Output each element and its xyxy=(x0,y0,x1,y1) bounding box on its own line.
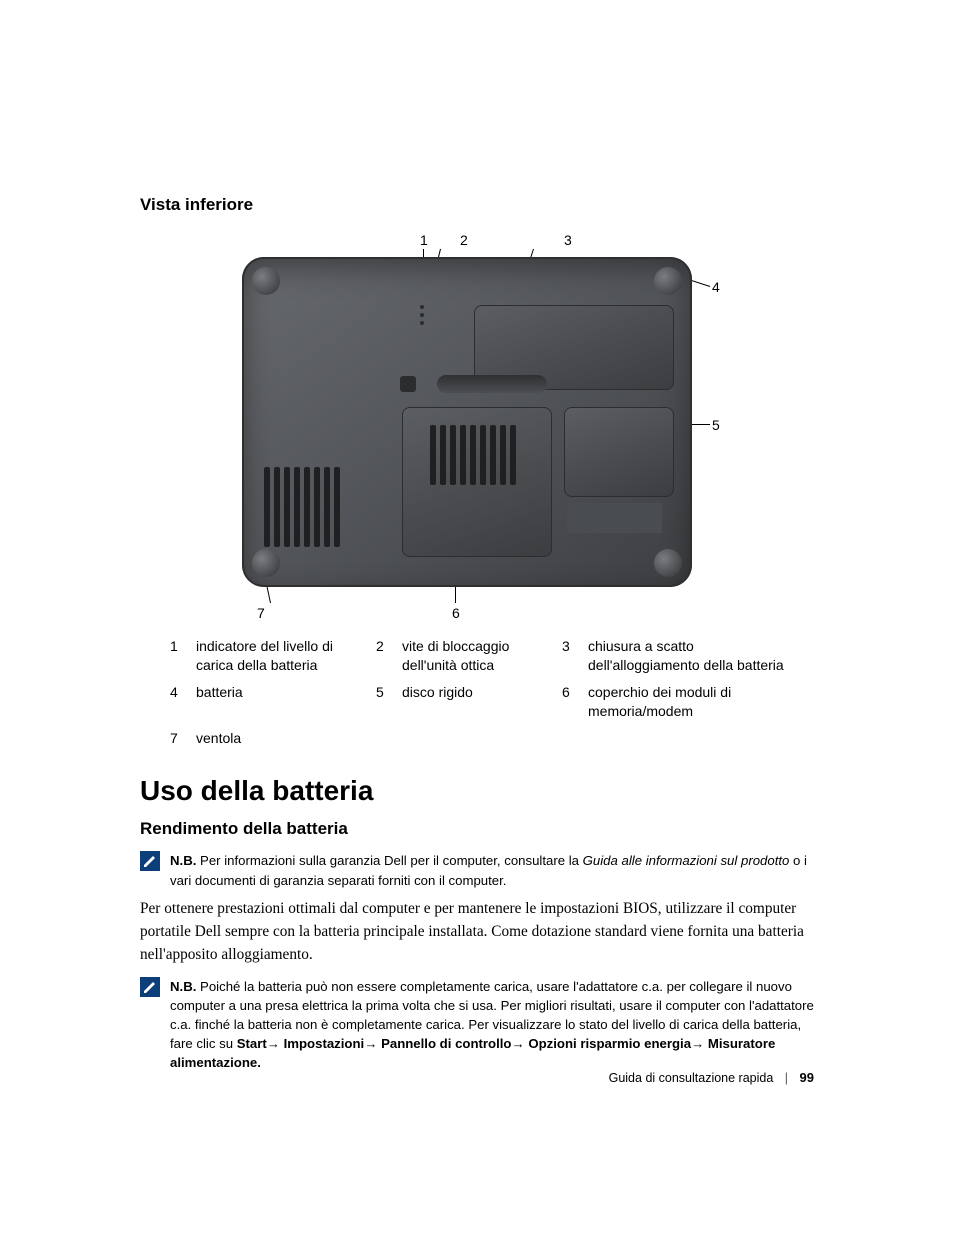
legend-text: batteria xyxy=(196,683,366,721)
legend-text: chiusura a scatto dell'alloggiamento del… xyxy=(588,637,808,675)
callout-6: 6 xyxy=(452,605,460,621)
callout-1: 1 xyxy=(420,232,428,248)
callout-4: 4 xyxy=(712,279,720,295)
legend-text: vite di bloccaggio dell'unità ottica xyxy=(402,637,552,675)
optical-lock-screw xyxy=(400,376,416,392)
legend-text: disco rigido xyxy=(402,683,552,721)
footer-label: Guida di consultazione rapida xyxy=(609,1071,774,1085)
callout-7: 7 xyxy=(257,605,265,621)
regulatory-label xyxy=(567,503,662,533)
page: Vista inferiore 1 2 3 4 5 6 7 xyxy=(0,0,954,1235)
legend-text: indicatore del livello di carica della b… xyxy=(196,637,366,675)
figure-legend: 1 indicatore del livello di carica della… xyxy=(170,637,814,747)
pencil-note-icon xyxy=(140,977,160,997)
note-text-2: N.B. Poiché la batteria può non essere c… xyxy=(170,977,814,1073)
legend-num: 2 xyxy=(376,637,392,675)
page-footer: Guida di consultazione rapida | 99 xyxy=(609,1070,814,1085)
subsection-title-rendimento: Rendimento della batteria xyxy=(140,819,814,839)
note-block-2: N.B. Poiché la batteria può non essere c… xyxy=(140,977,814,1073)
callout-5: 5 xyxy=(712,417,720,433)
note-text-1: N.B. Per informazioni sulla garanzia Del… xyxy=(170,851,814,889)
legend-num: 7 xyxy=(170,729,186,748)
legend-num: 4 xyxy=(170,683,186,721)
fan-vents xyxy=(264,467,340,547)
body-paragraph: Per ottenere prestazioni ottimali dal co… xyxy=(140,898,814,967)
laptop-bottom xyxy=(242,257,692,587)
figure-bottom-view: 1 2 3 4 5 6 7 xyxy=(182,227,772,627)
callout-2: 2 xyxy=(460,232,468,248)
footer-separator: | xyxy=(785,1071,788,1085)
legend-num: 3 xyxy=(562,637,578,675)
legend-num: 6 xyxy=(562,683,578,721)
memory-cover xyxy=(402,407,552,557)
battery-latch xyxy=(437,375,547,393)
legend-text: coperchio dei moduli di memoria/modem xyxy=(588,683,808,721)
note-block-1: N.B. Per informazioni sulla garanzia Del… xyxy=(140,851,814,889)
legend-num: 1 xyxy=(170,637,186,675)
section-title-uso: Uso della batteria xyxy=(140,775,814,807)
callout-3: 3 xyxy=(564,232,572,248)
legend-text: ventola xyxy=(196,729,366,748)
legend-num: 5 xyxy=(376,683,392,721)
section-title-vista: Vista inferiore xyxy=(140,195,814,215)
page-number: 99 xyxy=(800,1070,814,1085)
pencil-note-icon xyxy=(140,851,160,871)
hdd-panel xyxy=(564,407,674,497)
